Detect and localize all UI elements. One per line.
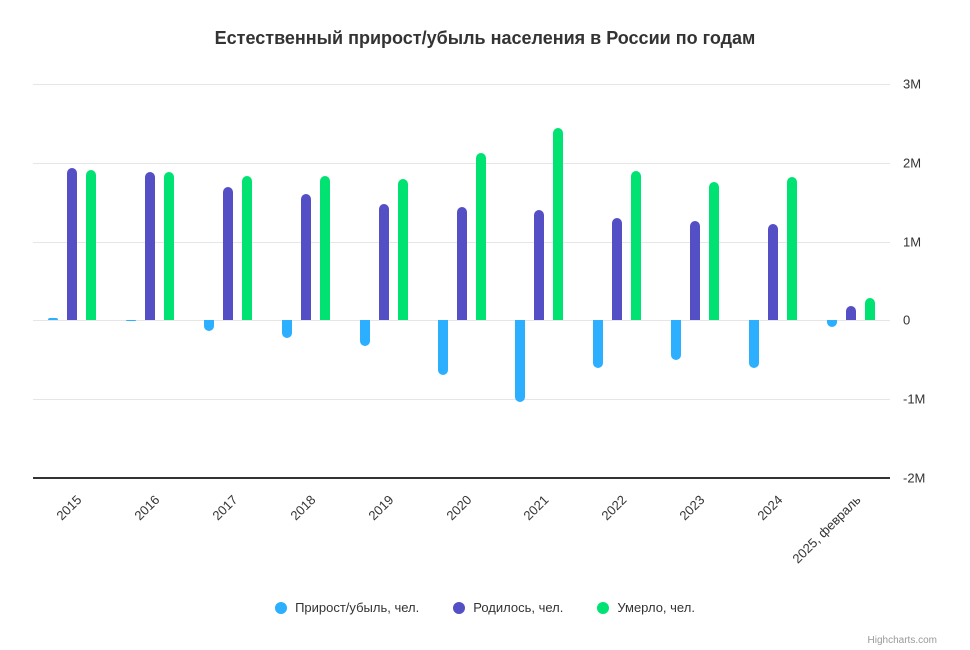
y-axis-label: 0 bbox=[903, 312, 911, 328]
bar[interactable] bbox=[319, 176, 330, 321]
legend-label: Умерло, чел. bbox=[617, 600, 695, 615]
bar[interactable] bbox=[612, 218, 623, 321]
bar[interactable] bbox=[359, 320, 370, 346]
y-axis-label: -1M bbox=[903, 391, 926, 407]
legend-item[interactable]: Прирост/убыль, чел. bbox=[275, 600, 419, 615]
bar[interactable] bbox=[515, 320, 526, 403]
x-axis-label: 2018 bbox=[287, 492, 319, 524]
x-axis-label: 2022 bbox=[598, 492, 630, 524]
chart-title: Естественный прирост/убыль населения в Р… bbox=[214, 28, 756, 48]
bar[interactable] bbox=[241, 176, 252, 321]
bar[interactable] bbox=[865, 297, 875, 321]
x-axis-label: 2020 bbox=[442, 492, 474, 524]
bar[interactable] bbox=[397, 178, 408, 321]
bar[interactable] bbox=[827, 320, 837, 328]
gridline bbox=[33, 399, 890, 401]
legend-item[interactable]: Родилось, чел. bbox=[453, 600, 563, 615]
bar[interactable] bbox=[163, 171, 174, 321]
legend: Прирост/убыль, чел. Родилось, чел. Умерло,… bbox=[0, 600, 970, 615]
bar[interactable] bbox=[631, 170, 642, 321]
x-axis-label: 2021 bbox=[520, 492, 552, 524]
y-axis-label: 2M bbox=[903, 155, 922, 171]
bar[interactable] bbox=[749, 320, 760, 368]
bar[interactable] bbox=[67, 167, 77, 321]
bar[interactable] bbox=[456, 206, 467, 321]
y-axis-label: 3M bbox=[903, 76, 922, 92]
gridline bbox=[33, 320, 890, 322]
legend-label: Родилось, чел. bbox=[473, 600, 564, 615]
bar[interactable] bbox=[222, 187, 233, 321]
gridline bbox=[33, 84, 890, 85]
bar[interactable] bbox=[300, 194, 311, 321]
x-axis-label: 2016 bbox=[131, 492, 163, 524]
bar[interactable] bbox=[534, 210, 545, 321]
y-axis-label: 1M bbox=[903, 234, 922, 250]
bar[interactable] bbox=[125, 320, 136, 322]
x-axis-label: 2024 bbox=[754, 492, 786, 524]
gridline bbox=[33, 162, 890, 164]
bar[interactable] bbox=[846, 306, 856, 321]
bar[interactable] bbox=[48, 318, 58, 321]
x-axis-label: 2019 bbox=[365, 492, 397, 524]
credits-link[interactable]: Highcharts.com bbox=[867, 635, 937, 646]
bar[interactable] bbox=[475, 153, 486, 321]
bar[interactable] bbox=[86, 169, 96, 321]
x-axis-label: 2023 bbox=[676, 492, 708, 524]
x-axis-label: 2017 bbox=[209, 492, 241, 524]
bar[interactable] bbox=[203, 320, 214, 332]
bar[interactable] bbox=[593, 320, 604, 368]
x-axis-line bbox=[33, 477, 890, 479]
bar[interactable] bbox=[671, 320, 682, 360]
x-axis-label: 2015 bbox=[53, 492, 85, 524]
legend-marker-icon bbox=[453, 601, 466, 614]
legend-marker-icon bbox=[275, 601, 288, 614]
bar[interactable] bbox=[437, 320, 448, 375]
bar[interactable] bbox=[709, 181, 720, 321]
bar[interactable] bbox=[281, 320, 292, 338]
legend-marker-icon bbox=[597, 601, 610, 614]
bar[interactable] bbox=[553, 128, 564, 321]
bar[interactable] bbox=[144, 171, 155, 321]
bar[interactable] bbox=[690, 221, 701, 321]
legend-label: Прирост/убыль, чел. bbox=[295, 600, 420, 615]
legend-item[interactable]: Умерло, чел. bbox=[597, 600, 695, 615]
bar[interactable] bbox=[787, 177, 798, 321]
y-axis-label: -2M bbox=[903, 470, 926, 486]
bar[interactable] bbox=[378, 203, 389, 321]
x-axis-label: 2025, февраль bbox=[789, 492, 864, 567]
bar[interactable] bbox=[768, 224, 779, 321]
